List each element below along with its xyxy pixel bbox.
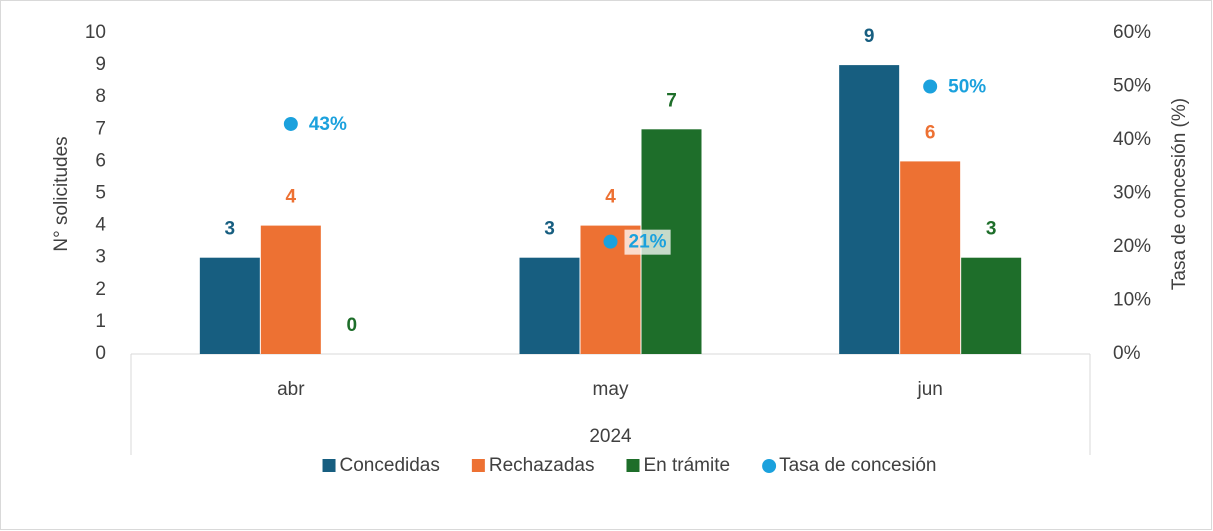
y-tick-label: 8 — [95, 86, 106, 107]
y-tick-label: 1 — [95, 311, 106, 332]
point — [283, 116, 298, 131]
legend-label: Concedidas — [340, 455, 440, 476]
x-tick-label: may — [593, 379, 629, 400]
bar — [839, 65, 900, 354]
y-tick-label: 6 — [95, 150, 106, 171]
data-label: 21% — [629, 232, 667, 253]
y-tick-label: 0 — [95, 343, 106, 364]
bar — [199, 257, 260, 354]
legend-marker — [322, 459, 336, 472]
y-axis-title: N° solicitudes — [51, 136, 72, 251]
data-label: 50% — [948, 77, 986, 98]
y2-tick-label: 0% — [1113, 343, 1141, 364]
x-tick-label: jun — [916, 379, 942, 400]
bar — [260, 225, 321, 354]
legend-marker — [762, 459, 777, 473]
data-label: 3 — [225, 219, 236, 240]
y-tick-label: 7 — [95, 118, 106, 139]
bar — [961, 257, 1022, 354]
legend-label: En trámite — [643, 455, 730, 476]
y-tick-label: 4 — [95, 215, 106, 236]
y-tick-label: 3 — [95, 247, 106, 268]
data-label: 3 — [544, 219, 555, 240]
data-label: 0 — [347, 315, 358, 336]
bar — [900, 161, 961, 354]
point — [603, 234, 618, 249]
data-label: 9 — [864, 26, 875, 47]
y2-axis-title: Tasa de concesión (%) — [1169, 98, 1190, 290]
bar — [519, 257, 580, 354]
data-label: 4 — [605, 187, 616, 208]
data-label: 6 — [925, 122, 936, 143]
y2-tick-label: 50% — [1113, 76, 1151, 97]
y-tick-label: 2 — [95, 279, 106, 300]
legend-label: Tasa de concesión — [779, 455, 936, 476]
data-label: 3 — [986, 219, 997, 240]
y2-tick-label: 10% — [1113, 290, 1151, 311]
y-tick-label: 9 — [95, 54, 106, 75]
point — [923, 79, 938, 94]
y2-tick-label: 30% — [1113, 183, 1151, 204]
label-background — [624, 229, 671, 255]
y-tick-label: 5 — [95, 183, 106, 204]
y2-tick-label: 60% — [1113, 22, 1151, 43]
data-label: 43% — [309, 114, 347, 135]
legend-label: Rechazadas — [489, 455, 595, 476]
data-label: 7 — [666, 90, 677, 111]
legend-marker — [626, 459, 640, 472]
x-tick-label: abr — [277, 379, 305, 400]
data-label: 4 — [286, 187, 297, 208]
y2-tick-label: 40% — [1113, 129, 1151, 150]
y-tick-label: 10 — [85, 22, 106, 43]
y2-tick-label: 20% — [1113, 236, 1151, 257]
group-label: 2024 — [589, 426, 632, 447]
label-background — [304, 111, 351, 137]
label-background — [944, 74, 991, 100]
legend-marker — [471, 459, 485, 472]
